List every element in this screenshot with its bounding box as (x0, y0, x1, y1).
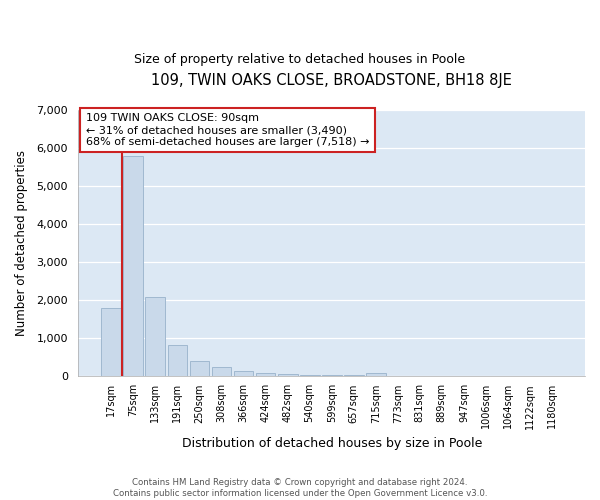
Bar (212, 367, 232, 376)
Bar (256, 373, 275, 376)
Text: Size of property relative to detached houses in Poole: Size of property relative to detached ho… (134, 52, 466, 66)
Bar (167, 344, 187, 376)
X-axis label: Distribution of detached houses by size in Poole: Distribution of detached houses by size … (182, 437, 482, 450)
Bar (233, 372, 253, 376)
Bar (101, 308, 121, 376)
Bar (278, 374, 298, 376)
Bar (124, 156, 143, 376)
Text: Contains HM Land Registry data © Crown copyright and database right 2024.
Contai: Contains HM Land Registry data © Crown c… (113, 478, 487, 498)
Text: 109 TWIN OAKS CLOSE: 90sqm
← 31% of detached houses are smaller (3,490)
68% of s: 109 TWIN OAKS CLOSE: 90sqm ← 31% of deta… (86, 114, 370, 146)
Bar (366, 373, 386, 376)
Y-axis label: Number of detached properties: Number of detached properties (15, 150, 28, 336)
Title: 109, TWIN OAKS CLOSE, BROADSTONE, BH18 8JE: 109, TWIN OAKS CLOSE, BROADSTONE, BH18 8… (151, 72, 512, 88)
Bar (300, 375, 320, 376)
Bar (145, 297, 166, 376)
Bar (190, 362, 209, 376)
